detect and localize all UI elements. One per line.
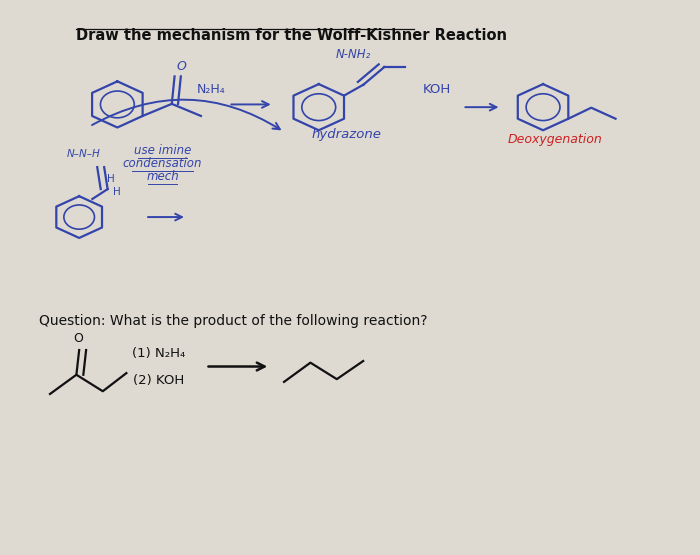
Text: H: H [113, 187, 121, 197]
Text: Draw the mechanism for the Wolff-Kishner Reaction: Draw the mechanism for the Wolff-Kishner… [76, 28, 507, 43]
Text: N–N–H: N–N–H [66, 149, 100, 159]
Text: (2) KOH: (2) KOH [134, 374, 185, 387]
Text: mech: mech [146, 170, 179, 183]
Text: KOH: KOH [423, 83, 451, 96]
Text: condensation: condensation [122, 157, 202, 170]
Text: Deoxygenation: Deoxygenation [508, 133, 602, 145]
Text: hydrazone: hydrazone [312, 128, 382, 141]
Text: H: H [107, 174, 115, 184]
Text: (1) N₂H₄: (1) N₂H₄ [132, 347, 186, 360]
Text: N-NH₂: N-NH₂ [336, 48, 371, 62]
Text: O: O [74, 331, 83, 345]
Text: Question: What is the product of the following reaction?: Question: What is the product of the fol… [39, 315, 428, 329]
Text: N₂H₄: N₂H₄ [197, 83, 225, 96]
Text: O: O [176, 59, 186, 73]
FancyArrowPatch shape [92, 100, 280, 129]
Text: use imine: use imine [134, 144, 191, 157]
